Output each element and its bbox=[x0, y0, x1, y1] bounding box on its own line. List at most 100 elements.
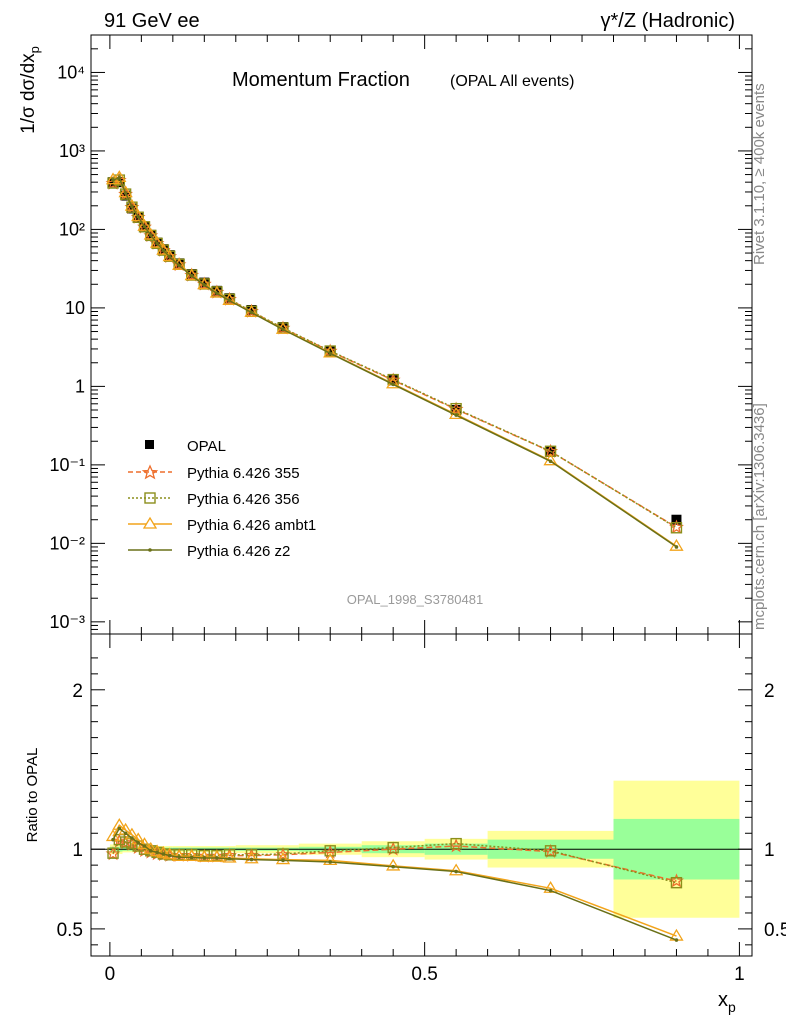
main-point-0-15 bbox=[246, 305, 257, 316]
data-series bbox=[105, 170, 684, 942]
ratio-xtick-label: 0 bbox=[105, 964, 116, 985]
rivet-version-text: Rivet 3.1.10, ≥ 400k events bbox=[751, 83, 768, 265]
main-ylabel: 1/σ dσ/dxp bbox=[18, 46, 42, 134]
ratio-point-3-6 bbox=[149, 848, 153, 853]
ratio-point-2-17 bbox=[323, 853, 338, 866]
ratio-point-3-20 bbox=[548, 888, 553, 893]
main-point-4-7 bbox=[155, 241, 159, 246]
ratio-series-line-3 bbox=[112, 827, 677, 941]
mcplots-credit-text: mcplots.cern.ch [arXiv:1306.3436] bbox=[751, 403, 768, 630]
main-point-2-5 bbox=[138, 221, 151, 233]
main-point-4-15 bbox=[249, 310, 254, 315]
ratio-point-1-17 bbox=[324, 845, 336, 857]
main-point-0-11 bbox=[186, 269, 197, 280]
ratio-point-2-12 bbox=[197, 849, 212, 862]
ratio-point-1-19 bbox=[450, 837, 462, 850]
main-point-2-20 bbox=[544, 445, 557, 457]
main-point-4-3 bbox=[130, 204, 134, 209]
main-point-3-3 bbox=[124, 198, 140, 211]
ratio-point-1-0 bbox=[107, 847, 119, 859]
legend-marker-ambt1 bbox=[142, 516, 158, 529]
main-point-4-19 bbox=[454, 413, 458, 417]
ratio-point-2-9 bbox=[162, 847, 177, 860]
main-point-4-1 bbox=[117, 175, 122, 180]
main-ytick-label: 1 bbox=[75, 376, 85, 396]
chart-title: Momentum Fraction bbox=[232, 69, 410, 91]
legend-label-opal: OPAL bbox=[187, 438, 226, 455]
main-point-3-9 bbox=[162, 249, 177, 262]
legend-label-355: Pythia 6.426 355 bbox=[187, 465, 300, 482]
main-point-4-21 bbox=[674, 545, 679, 549]
main-ytick-label: 10⁴ bbox=[57, 62, 85, 82]
main-point-4-12 bbox=[202, 283, 207, 287]
ratio-point-2-10 bbox=[171, 849, 187, 862]
ratio-point-3-12 bbox=[202, 856, 207, 860]
main-ytick-label: 10⁻³ bbox=[49, 612, 85, 632]
main-point-3-6 bbox=[143, 227, 158, 240]
ratio-point-3-7 bbox=[155, 850, 159, 855]
main-series-4 bbox=[111, 175, 679, 549]
chart-subtitle: (OPAL All events) bbox=[450, 73, 575, 90]
main-series-line-2 bbox=[112, 179, 677, 529]
legend-marker-opal bbox=[145, 440, 154, 449]
main-point-3-11 bbox=[184, 268, 199, 281]
main-point-2-4 bbox=[132, 211, 144, 223]
ratio-point-2-5 bbox=[137, 837, 152, 850]
ratio-point-1-18 bbox=[387, 841, 399, 854]
ratio-point-2-8 bbox=[156, 845, 171, 858]
ratio-point-3-4 bbox=[136, 841, 141, 845]
main-point-4-9 bbox=[167, 254, 172, 259]
main-point-0-1 bbox=[114, 177, 125, 188]
main-point-4-16 bbox=[281, 327, 285, 332]
main-point-3-1 bbox=[112, 170, 127, 183]
ratio-ytick-label-right: 2 bbox=[764, 681, 775, 702]
main-point-3-7 bbox=[149, 235, 165, 248]
ratio-point-1-2 bbox=[119, 836, 132, 848]
ratio-point-1-20 bbox=[544, 845, 557, 857]
main-ytick-label: 10⁻² bbox=[49, 533, 85, 553]
main-point-4-5 bbox=[142, 224, 147, 229]
ratio-point-3-15 bbox=[249, 857, 254, 862]
ratio-series-line-1 bbox=[112, 838, 677, 884]
main-point-4-20 bbox=[548, 459, 553, 464]
main-point-0-10 bbox=[174, 258, 185, 269]
ratio-ytick-label: 2 bbox=[72, 681, 83, 702]
main-point-0-16 bbox=[278, 322, 289, 333]
main-point-4-8 bbox=[161, 248, 166, 253]
axis-ticks: 10⁻³ 10⁻² 10⁻¹ 1 10 10² 10³ 10⁴ 0 0.5 1 0.5 0.5 1 1 2 2 bbox=[49, 34, 786, 985]
ratio-point-3-13 bbox=[215, 856, 219, 860]
ratio-point-3-9 bbox=[167, 853, 172, 858]
main-point-4-4 bbox=[136, 214, 141, 219]
legend: OPAL Pythia 6.426 355 Pythia 6.426 356 P… bbox=[128, 438, 316, 560]
legend-marker-355 bbox=[141, 464, 159, 480]
ratio-ytick-label-right: 1 bbox=[764, 840, 775, 861]
ratio-series-3 bbox=[111, 826, 679, 942]
ratio-point-2-15 bbox=[244, 851, 259, 864]
main-point-4-10 bbox=[177, 263, 181, 268]
main-ytick-label: 10³ bbox=[59, 141, 85, 161]
ratio-point-2-19 bbox=[448, 863, 464, 876]
legend-label-z2: Pythia 6.426 z2 bbox=[187, 543, 290, 560]
header-right: γ*/Z (Hadronic) bbox=[601, 10, 735, 32]
ratio-point-3-1 bbox=[117, 826, 122, 831]
ratio-point-3-14 bbox=[227, 856, 232, 861]
ratio-ylabel: Ratio to OPAL bbox=[24, 748, 41, 843]
main-point-3-2 bbox=[118, 185, 133, 198]
ratio-point-3-21 bbox=[674, 938, 679, 942]
ratio-point-3-8 bbox=[161, 852, 166, 856]
ratio-ytick-label-right: 0.5 bbox=[764, 920, 786, 941]
main-point-3-5 bbox=[137, 218, 152, 231]
main-ytick-label: 10² bbox=[59, 219, 85, 239]
main-point-2-21 bbox=[670, 522, 683, 534]
ratio-point-2-7 bbox=[149, 844, 165, 857]
ratio-xtick-label: 1 bbox=[734, 964, 745, 985]
main-point-4-14 bbox=[227, 298, 232, 303]
ratio-point-3-17 bbox=[328, 860, 333, 864]
main-point-4-18 bbox=[391, 382, 395, 387]
ratio-plot-frame bbox=[90, 633, 753, 957]
ratio-ytick-label: 0.5 bbox=[57, 920, 83, 941]
main-series-line-4 bbox=[112, 176, 677, 548]
ratio-point-3-0 bbox=[111, 837, 115, 842]
main-point-4-6 bbox=[149, 233, 153, 237]
main-point-4-2 bbox=[123, 191, 128, 195]
